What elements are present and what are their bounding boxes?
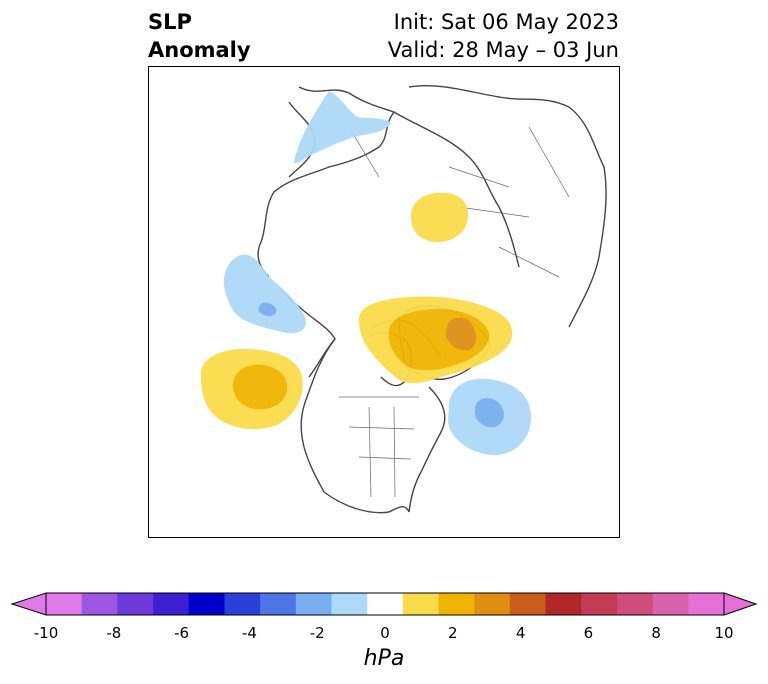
anomaly-greenland-pos-core	[445, 317, 477, 351]
anomaly-fills	[200, 91, 531, 455]
border-5	[393, 406, 396, 498]
init-date: Init: Sat 06 May 2023	[393, 10, 619, 34]
colorbar-tick-label: -6	[174, 624, 190, 642]
colorbar-extend-max	[723, 592, 758, 616]
colorbar-tick-label: 0	[380, 624, 390, 642]
anomaly-pacific-pos-core	[233, 364, 288, 410]
colorbar-segment	[616, 593, 654, 615]
coast-siberia	[408, 84, 607, 328]
forecast-dates: Init: Sat 06 May 2023 Valid: 28 May – 03…	[388, 8, 619, 64]
border-2	[348, 426, 415, 430]
border-4	[368, 406, 372, 498]
colorbar-segment	[295, 593, 332, 615]
colorbar-segment	[224, 593, 261, 615]
colorbar-segment	[438, 593, 475, 615]
colorbar-tick-label: 4	[515, 624, 526, 642]
coast-europe	[257, 86, 396, 278]
colorbar-segments	[10, 592, 758, 616]
colorbar	[10, 592, 758, 616]
colorbar-tick-label: -10	[33, 624, 59, 642]
colorbar-segment	[331, 593, 368, 615]
title-variable: SLP	[148, 10, 192, 34]
map-title: SLP Anomaly	[148, 8, 251, 64]
colorbar-outline	[45, 592, 725, 616]
colorbar-tick-label: -4	[241, 624, 257, 642]
colorbar-segment	[117, 593, 154, 615]
colorbar-segment	[509, 593, 547, 615]
map-svg	[200, 84, 607, 514]
anomaly-atlantic-neg-core	[475, 398, 504, 428]
coast-na-west	[300, 338, 336, 493]
colorbar-tick-label: -8	[106, 624, 122, 642]
colorbar-tick-label: 10	[714, 624, 734, 642]
colorbar-segment	[153, 593, 190, 615]
border-6	[448, 166, 510, 188]
colorbar-unit: hPa	[363, 646, 405, 671]
colorbar-segment	[81, 593, 118, 615]
colorbar-segment	[474, 593, 511, 615]
slp-anomaly-map	[148, 66, 620, 538]
colorbar-segment	[402, 593, 440, 615]
valid-range: Valid: 28 May – 03 Jun	[387, 38, 619, 62]
colorbar-segment	[260, 593, 297, 615]
colorbar-tick-label: 2	[448, 624, 458, 642]
colorbar-segment	[188, 593, 225, 615]
colorbar-segment	[688, 593, 725, 615]
colorbar-tick-label: -2	[309, 624, 325, 642]
colorbar-segment	[545, 593, 582, 615]
colorbar-segment	[367, 593, 404, 615]
coast-na-east	[408, 386, 446, 513]
border-10	[498, 246, 560, 278]
border-3	[358, 456, 412, 460]
anomaly-alaska-neg-core	[258, 302, 277, 317]
colorbar-tick-label: 8	[651, 624, 661, 642]
title-anomaly: Anomaly	[148, 38, 251, 62]
anomaly-alaska-neg	[223, 254, 306, 334]
colorbar-segment	[581, 593, 618, 615]
anomaly-siberia-pos	[411, 192, 469, 243]
coast-arctic	[393, 111, 520, 268]
colorbar-tick-label: 6	[583, 624, 594, 642]
colorbar-segment	[46, 593, 83, 615]
anomaly-scandinavia-neg	[294, 91, 391, 164]
border-7	[458, 206, 530, 218]
colorbar-segment	[652, 593, 689, 615]
colorbar-extend-min	[10, 592, 47, 616]
coast-gulf	[323, 491, 410, 514]
border-9	[528, 126, 570, 198]
